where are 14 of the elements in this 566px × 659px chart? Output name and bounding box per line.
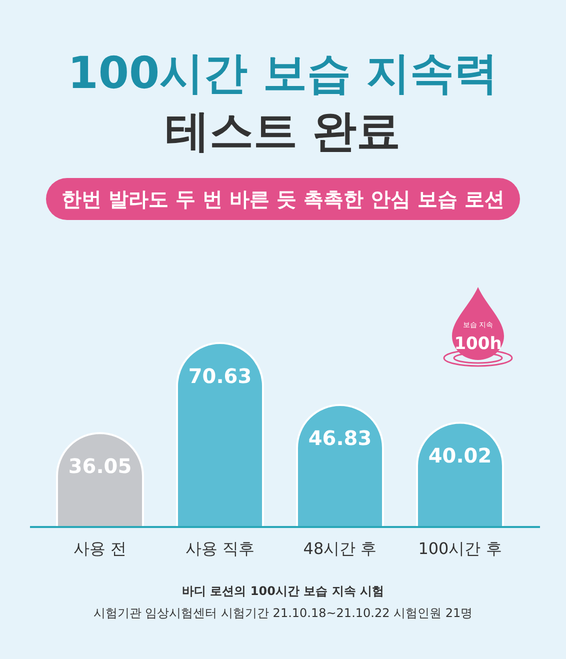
x-tick-label: 48시간 후 — [303, 539, 377, 558]
chart-subtitle: 한번 발라도 두 번 바른 듯 촉촉한 안심 보습 로션 — [62, 187, 504, 211]
chart-title: 100시간 보습 지속력 테스트 완료 — [68, 48, 498, 157]
x-tick-label: 사용 전 — [73, 539, 127, 558]
text: 바디 로션의 100시간 보습 지속 시험 — [182, 584, 384, 598]
annotation: 100h — [454, 334, 502, 354]
text: 시험기관 임상시험센터 시험기간 21.10.18~21.10.22 시험인원 21명 — [93, 606, 473, 620]
bar — [176, 342, 264, 528]
data-label: 36.05 — [68, 454, 132, 478]
data-label: 70.63 — [188, 364, 252, 388]
x-tick-label: 사용 직후 — [185, 539, 255, 558]
data-label: 46.83 — [308, 426, 372, 450]
x-tick-label: 100시간 후 — [418, 539, 502, 558]
data-label: 40.02 — [428, 444, 492, 468]
